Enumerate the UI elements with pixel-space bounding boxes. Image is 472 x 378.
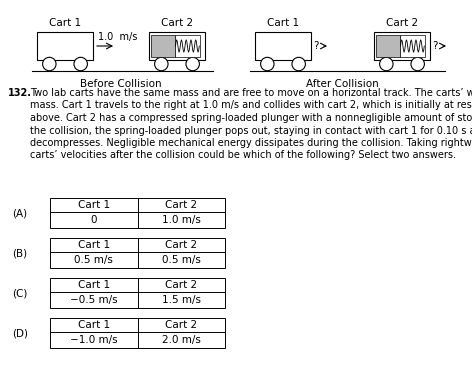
Circle shape [74,57,87,71]
Circle shape [379,57,393,71]
Text: Cart 2: Cart 2 [165,320,197,330]
Bar [175,35,200,57]
Text: (B): (B) [12,248,27,258]
Text: ?: ? [313,41,319,51]
Bar [50,278,225,308]
Text: Cart 1: Cart 1 [78,200,110,210]
Text: 132.: 132. [8,88,32,98]
Circle shape [261,57,274,71]
Bar [37,32,93,60]
Text: Cart 1: Cart 1 [267,18,299,28]
Text: Two lab carts have the same mass and are free to move on a horizontal track. The: Two lab carts have the same mass and are… [30,88,472,98]
Circle shape [292,57,305,71]
Text: 1.5 m/s: 1.5 m/s [162,295,201,305]
Text: Before Collision: Before Collision [80,79,162,89]
Text: Cart 2: Cart 2 [165,280,197,290]
Bar [376,35,399,57]
Text: (D): (D) [12,328,28,338]
Bar [255,32,311,60]
Text: Cart 1: Cart 1 [78,240,110,250]
Text: Cart 2: Cart 2 [165,200,197,210]
Text: (A): (A) [12,208,27,218]
Text: decompresses. Negligible mechanical energy dissipates during the collision. Taki: decompresses. Negligible mechanical ener… [30,138,472,148]
Text: above. Cart 2 has a compressed spring-loaded plunger with a nonnegligible amount: above. Cart 2 has a compressed spring-lo… [30,113,472,123]
Text: 2.0 m/s: 2.0 m/s [162,335,201,345]
Text: Cart 2: Cart 2 [165,240,197,250]
Text: the collision, the spring-loaded plunger pops out, staying in contact with cart : the collision, the spring-loaded plunger… [30,125,472,135]
Text: Cart 1: Cart 1 [78,280,110,290]
Text: After Collision: After Collision [306,79,379,89]
Bar [50,238,225,268]
Bar [399,35,425,57]
Bar [149,32,205,60]
Text: carts’ velocities after the collision could be which of the following? Select tw: carts’ velocities after the collision co… [30,150,456,161]
Circle shape [411,57,424,71]
Text: −1.0 m/s: −1.0 m/s [70,335,118,345]
Text: Cart 1: Cart 1 [49,18,81,28]
Text: mass. Cart 1 travels to the right at 1.0 m/s and collides with cart 2, which is : mass. Cart 1 travels to the right at 1.0… [30,101,472,110]
Bar [50,198,225,228]
Circle shape [42,57,56,71]
Text: Cart 2: Cart 2 [161,18,193,28]
Bar [374,32,430,60]
Text: 0.5 m/s: 0.5 m/s [162,255,201,265]
Text: 0.5 m/s: 0.5 m/s [74,255,113,265]
Circle shape [186,57,199,71]
Text: −0.5 m/s: −0.5 m/s [70,295,118,305]
Bar [50,318,225,348]
Text: 0: 0 [91,215,97,225]
Bar [151,35,175,57]
Text: 1.0  m/s: 1.0 m/s [98,32,137,42]
Text: Cart 2: Cart 2 [386,18,418,28]
Text: 1.0 m/s: 1.0 m/s [162,215,201,225]
Text: ?: ? [432,41,438,51]
Text: Cart 1: Cart 1 [78,320,110,330]
Circle shape [155,57,168,71]
Text: (C): (C) [12,288,27,298]
